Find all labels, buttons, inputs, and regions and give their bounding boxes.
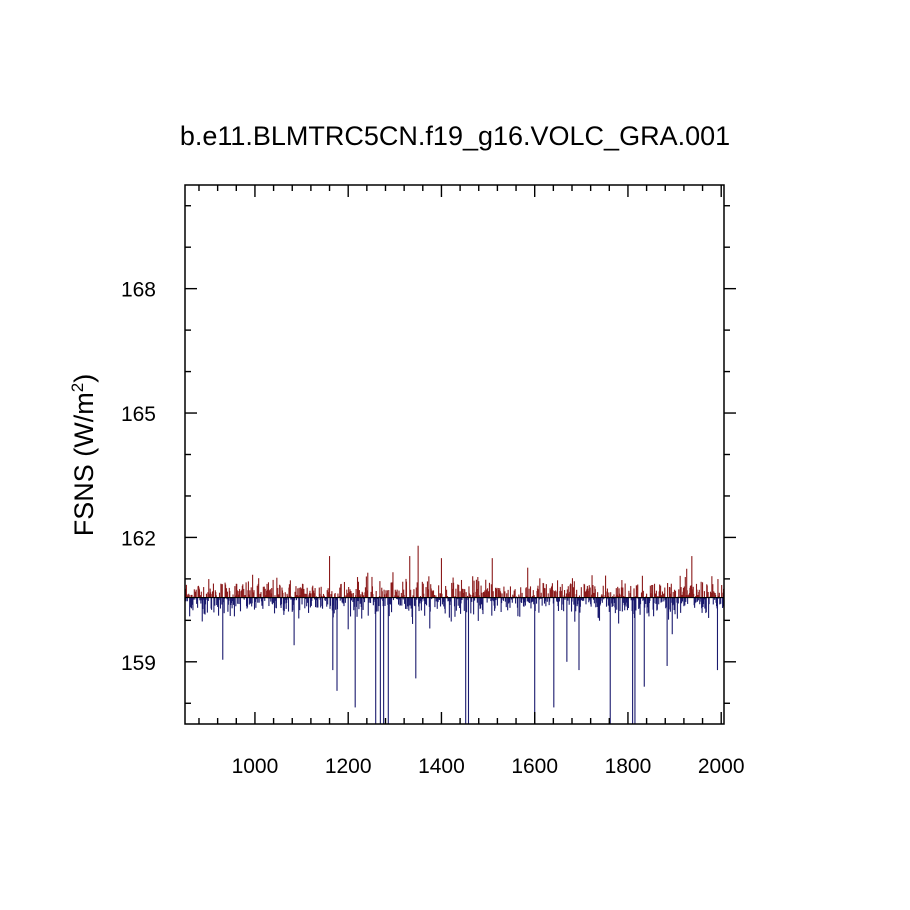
- y-axis-label: FSNS (W/m2): [68, 374, 99, 536]
- plot-frame: [184, 184, 725, 725]
- x-tick-label: 2000: [698, 755, 745, 778]
- y-axis-label-sup: 2: [68, 383, 87, 392]
- y-tick-label: 168: [121, 279, 156, 302]
- bars-group: [184, 545, 725, 724]
- x-tick-label: 1000: [232, 755, 279, 778]
- y-tick-label: 165: [121, 403, 156, 426]
- y-axis-label-base: FSNS (W/m: [69, 392, 99, 536]
- x-tick-label: 1400: [418, 755, 465, 778]
- x-tick-label: 1200: [325, 755, 372, 778]
- y-axis-label-tail: ): [69, 374, 99, 383]
- axis-ticks: [185, 185, 736, 724]
- x-tick-label: 1600: [511, 755, 558, 778]
- chart-title: b.e11.BLMTRC5CN.f19_g16.VOLC_GRA.001: [180, 121, 730, 151]
- axis-tick-labels: 1000 1200 1400 1600 1800 2000 159 162 165 168: [121, 279, 745, 778]
- y-tick-label: 162: [121, 527, 156, 550]
- x-tick-label: 1800: [605, 755, 652, 778]
- y-tick-label: 159: [121, 652, 156, 675]
